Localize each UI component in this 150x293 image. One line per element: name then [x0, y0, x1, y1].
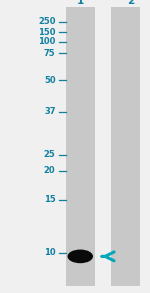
Bar	[111, 7, 140, 286]
Text: 250: 250	[38, 18, 56, 26]
Text: 15: 15	[44, 195, 56, 204]
Text: 37: 37	[44, 108, 56, 116]
Text: 1: 1	[77, 0, 84, 6]
Ellipse shape	[68, 250, 93, 263]
Text: 100: 100	[38, 37, 56, 46]
Text: 150: 150	[38, 28, 56, 37]
Text: 25: 25	[44, 150, 56, 159]
Text: 20: 20	[44, 166, 56, 175]
Bar	[66, 7, 94, 286]
Text: 50: 50	[44, 76, 56, 85]
Text: 75: 75	[44, 49, 56, 58]
Text: 2: 2	[127, 0, 134, 6]
Text: 10: 10	[44, 248, 56, 257]
